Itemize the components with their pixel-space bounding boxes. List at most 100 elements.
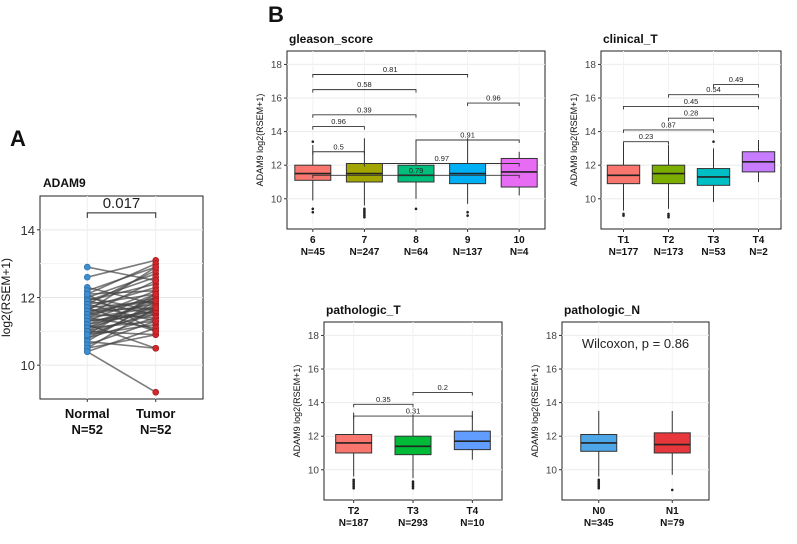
clinicalT-comparison-pvalue: 0.87	[661, 120, 676, 129]
gleason-comparison-bracket	[312, 89, 417, 93]
gleason-category-label: 9	[465, 235, 471, 246]
pathT-box	[394, 435, 432, 456]
gleason-chart-title: gleason_score	[289, 32, 373, 46]
gleason-count-label: N=137	[453, 247, 483, 258]
A-tumor-point	[152, 290, 160, 298]
A-pair-line	[87, 259, 156, 278]
clinicalT-outlier-point	[712, 140, 715, 143]
gleason-outlier-point	[466, 214, 469, 217]
panel-label-b: B	[268, 2, 284, 27]
gleason-y-tick-label: 14	[271, 127, 283, 138]
A-tumor-point	[152, 388, 160, 396]
clinicalT-count-label: N=173	[654, 247, 684, 258]
pathT-category-label: T2	[348, 506, 360, 517]
A-pair-line	[87, 340, 156, 350]
clinicalT-comparison-bracket	[668, 94, 759, 98]
pathT-category-label: T4	[466, 506, 478, 517]
gleason-comparison-bracket	[363, 163, 520, 167]
gleason-category-label: 8	[413, 235, 419, 246]
pathN-outlier-point	[597, 478, 601, 482]
A-pair-line	[87, 320, 156, 329]
clinicalT-count-label: N=53	[701, 247, 726, 258]
gleason-outlier-point	[311, 140, 315, 143]
pathN-plot-area	[561, 321, 710, 501]
A-pair-line	[86, 306, 157, 349]
gleason-box	[500, 157, 538, 188]
pathT-y-tick-label: 10	[308, 465, 320, 476]
A-pair-line	[86, 293, 157, 322]
clinicalT-y-tick-label: 14	[585, 127, 597, 138]
gleason-outlier-point	[466, 210, 469, 214]
A-normal-point	[83, 348, 91, 355]
A-pair-line	[87, 333, 156, 350]
pathN-y-tick-label: 14	[546, 398, 558, 409]
clinicalT-chart-title: clinical_T	[603, 32, 658, 46]
pathT-comparison-pvalue: 0.2	[437, 383, 447, 392]
A-tumor-point	[152, 263, 160, 271]
A-y-axis-label: log2(RSEM+1)	[0, 258, 13, 337]
gleason-comparison-bracket	[312, 126, 365, 130]
pathT-y-tick-label: 14	[308, 398, 320, 409]
gleason-comparison-pvalue: 0.96	[331, 117, 346, 126]
gleason-comparison-pvalue: 0.96	[486, 94, 501, 103]
gleason-comparison-pvalue: 0.79	[409, 166, 424, 175]
A-pair-line	[86, 293, 157, 333]
A-pair-line	[86, 293, 157, 336]
pathN-box	[653, 432, 691, 454]
gleason-comparison-bracket	[312, 174, 520, 179]
pathT-box	[453, 430, 491, 451]
A-normal-point	[83, 273, 91, 281]
A-tumor-point	[152, 344, 160, 352]
clinicalT-count-label: N=2	[749, 247, 768, 258]
gleason-y-tick-label: 12	[271, 161, 283, 172]
pathN-outlier-point	[670, 488, 674, 492]
gleason-comparison-pvalue: 0.91	[460, 131, 475, 140]
A-normal-point	[83, 290, 91, 298]
gleason-category-label: 10	[514, 235, 526, 246]
A-count-label: N=52	[140, 422, 171, 437]
gleason-y-tick-label: 10	[271, 194, 283, 205]
gleason-comparison-pvalue: 0.5	[333, 142, 343, 151]
gleason-y-tick-label: 16	[271, 94, 283, 105]
gleason-outlier-point	[414, 207, 418, 211]
gleason-category-label: 7	[362, 235, 368, 246]
gleason-outlier-point	[363, 207, 366, 211]
gleason-category-label: 6	[310, 235, 316, 246]
gleason-comparison-bracket	[312, 151, 365, 155]
A-tumor-point	[152, 277, 160, 284]
gleason-comparison-pvalue: 0.39	[357, 105, 372, 114]
clinicalT-y-tick-label: 10	[585, 194, 597, 205]
A-pair-line	[87, 327, 156, 353]
clinicalT-category-label: T2	[663, 235, 675, 246]
gleason-comparison-pvalue: 0.81	[383, 65, 398, 74]
A-y-tick-label: 12	[21, 291, 35, 306]
A-category-label: Tumor	[136, 406, 175, 421]
A-count-label: N=52	[72, 422, 103, 437]
gleason-count-label: N=247	[350, 247, 380, 258]
clinicalT-box	[606, 164, 641, 185]
A-pair-line	[87, 273, 156, 299]
clinicalT-comparison-pvalue: 0.45	[684, 97, 699, 106]
A-pair-line	[86, 350, 157, 393]
gleason-count-label: N=45	[301, 247, 326, 258]
pathN-count-label: N=345	[584, 518, 614, 529]
gleason-count-label: N=64	[404, 247, 429, 258]
gleason-outlier-point	[311, 207, 315, 211]
pathN-chart-title: pathologic_N	[564, 303, 640, 317]
A-normal-point	[83, 263, 91, 271]
clinicalT-outlier-point	[667, 212, 670, 216]
clinicalT-y-axis-label: ADAM9 log2(RSEM+1)	[569, 94, 579, 187]
clinicalT-comparison-bracket	[668, 117, 714, 122]
A-tumor-point	[152, 297, 160, 305]
pathN-y-tick-label: 18	[546, 331, 558, 342]
pathT-chart-title: pathologic_T	[326, 303, 401, 317]
pathT-outlier-point	[352, 478, 355, 482]
pathT-count-label: N=10	[460, 518, 485, 529]
gleason-count-label: N=4	[510, 247, 529, 258]
pathN-y-tick-label: 10	[546, 465, 558, 476]
clinicalT-comparison-bracket	[623, 105, 759, 110]
gleason-y-axis-label: ADAM9 log2(RSEM+1)	[255, 94, 265, 187]
pathN-category-label: N1	[666, 506, 679, 517]
pathT-count-label: N=293	[398, 518, 428, 529]
